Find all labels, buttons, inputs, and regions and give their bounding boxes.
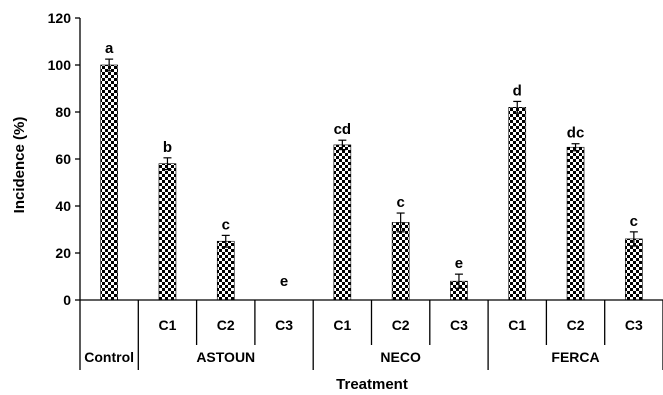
bar-ferca-c3 [625, 238, 643, 301]
bar-astoun-c1 [158, 163, 177, 301]
significance-letter: cd [334, 121, 352, 138]
significance-letter: d [513, 82, 522, 99]
x-tick-label: C3 [275, 317, 293, 333]
group-label: FERCA [551, 349, 599, 365]
y-tick-label: 80 [55, 104, 71, 120]
group-label: ASTOUN [196, 349, 255, 365]
x-axis: C1 C2 C3 C1 C2 C3 C1 C2 C3 Control ASTOUN NECO FERCA [79, 299, 663, 370]
bars: a b c e cd c e d dc c [100, 40, 643, 301]
y-tick-label: 0 [63, 292, 71, 308]
y-tick-label: 100 [48, 57, 72, 73]
x-tick-label: C1 [333, 317, 351, 333]
significance-letter: c [396, 194, 404, 211]
bar-neco-c1 [333, 144, 352, 301]
y-axis: 0 20 40 60 80 100 120 [48, 10, 81, 308]
y-tick-label: 20 [55, 245, 71, 261]
x-axis-title: Treatment [336, 376, 408, 393]
significance-letter: c [222, 216, 230, 233]
significance-letter: c [630, 213, 638, 230]
bar-control-control [100, 64, 118, 301]
bar-neco-c2 [391, 222, 410, 301]
bar-astoun-c2 [216, 240, 235, 301]
x-tick-label: C3 [625, 317, 643, 333]
bar-ferca-c2 [566, 146, 585, 301]
x-tick-label: C3 [450, 317, 468, 333]
significance-letter: a [105, 40, 114, 57]
x-tick-label: C2 [567, 317, 585, 333]
group-label: NECO [380, 349, 421, 365]
significance-letter: dc [567, 125, 585, 142]
bar-ferca-c1 [508, 107, 527, 301]
y-axis-title: Incidence (%) [11, 117, 28, 214]
y-tick-label: 120 [48, 10, 72, 26]
x-tick-label: C1 [508, 317, 526, 333]
y-tick-label: 40 [55, 198, 71, 214]
x-tick-label: C2 [217, 317, 235, 333]
y-tick-label: 60 [55, 151, 71, 167]
x-tick-label: C2 [392, 317, 410, 333]
significance-letter: e [455, 255, 463, 272]
significance-letter: b [163, 139, 172, 156]
x-tick-label: C1 [158, 317, 176, 333]
group-label: Control [84, 349, 134, 365]
significance-letter: e [280, 273, 288, 290]
